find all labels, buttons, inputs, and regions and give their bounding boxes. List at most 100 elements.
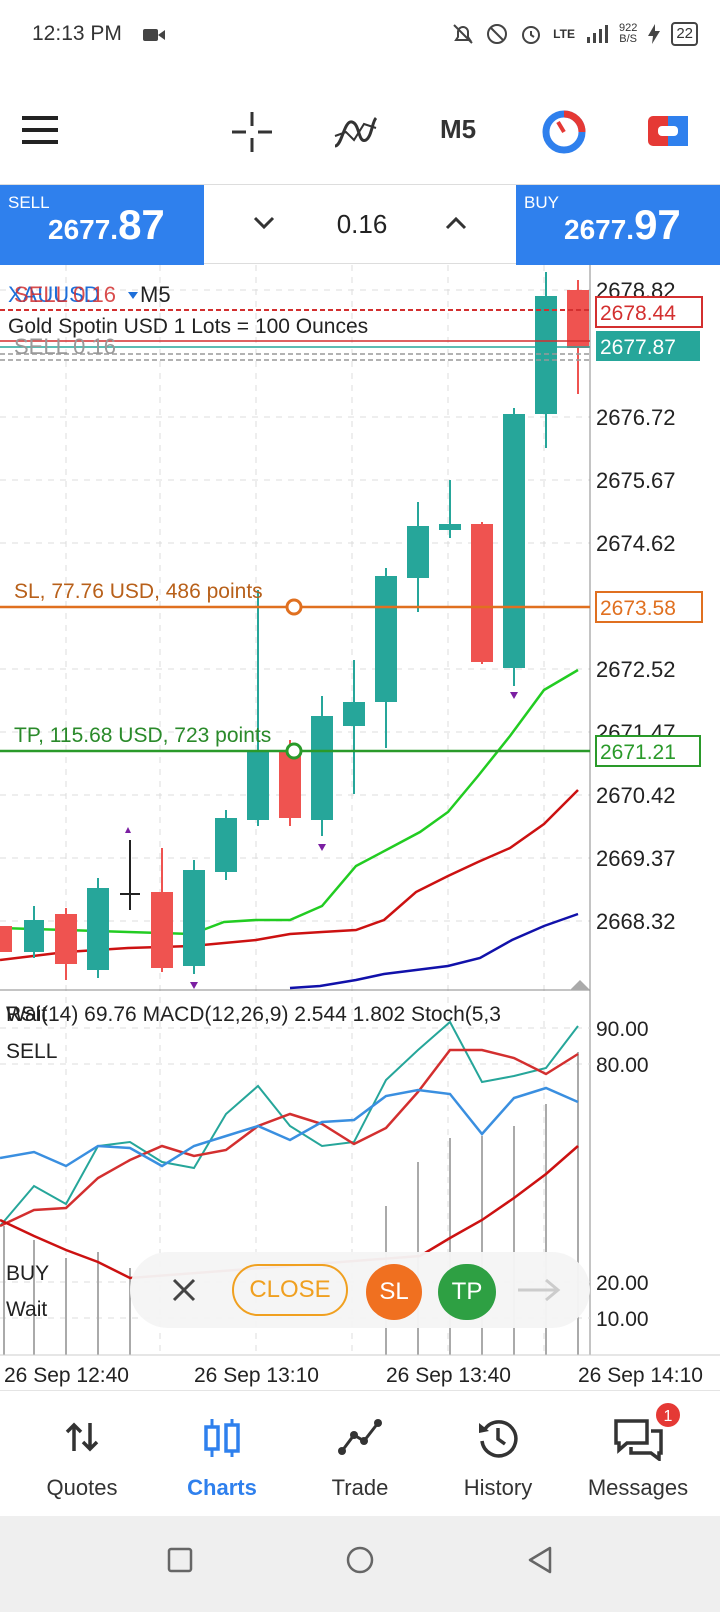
indicator-wait-signal: Wait xyxy=(6,1298,47,1321)
nav-messages-label: Messages xyxy=(587,1475,689,1500)
alarm-icon xyxy=(522,26,541,44)
charging-icon xyxy=(648,24,661,44)
candle xyxy=(471,522,493,664)
arrow-right-icon[interactable] xyxy=(516,1276,562,1304)
price-tick: 2670.42 xyxy=(596,783,676,808)
close-icon[interactable] xyxy=(170,1276,198,1304)
candle xyxy=(567,280,589,394)
trade-toggle-icon[interactable] xyxy=(646,112,690,150)
nav-quotes[interactable]: Quotes xyxy=(10,1391,154,1517)
status-icons: LTE 922 B/S 22 xyxy=(451,22,698,46)
recent-apps-icon[interactable] xyxy=(166,1546,194,1574)
nav-quotes-label: Quotes xyxy=(46,1475,118,1500)
candle xyxy=(87,878,109,978)
take-profit-label: TP, 115.68 USD, 723 points xyxy=(14,724,271,747)
symbol-name[interactable]: XAUUSD xyxy=(8,282,100,307)
tp-price-tag xyxy=(595,735,701,767)
stoch-signal-line xyxy=(0,1048,579,1228)
crosshair-icon[interactable] xyxy=(230,110,274,154)
ma-mid-line xyxy=(0,789,579,962)
indicator-level: 10.00 xyxy=(596,1308,649,1331)
lte-indicator: LTE xyxy=(553,27,575,41)
nav-trade[interactable]: Trade xyxy=(288,1391,432,1517)
price-tick: 2669.37 xyxy=(596,846,676,871)
indicator-header: RSI(14) 69.76 MACD(12,26,9) 2.544 1.802 … xyxy=(6,1003,501,1026)
fractal-markers xyxy=(125,692,518,989)
indicator-level: 20.00 xyxy=(596,1272,649,1295)
sell-button[interactable]: SELL 2677.87 xyxy=(0,185,204,265)
nav-history[interactable]: History xyxy=(426,1391,570,1517)
indicator-buy-signal: BUY xyxy=(6,1262,49,1285)
tp-price-tag-text: 2671.21 xyxy=(600,741,676,764)
back-icon[interactable] xyxy=(524,1544,556,1576)
rsi-line xyxy=(0,1086,579,1168)
tp-button[interactable]: TP xyxy=(438,1264,496,1320)
indicator-sell-signal: SELL xyxy=(6,1040,57,1063)
candle xyxy=(120,840,140,910)
candle xyxy=(247,590,269,826)
time-axis: 26 Sep 12:40 26 Sep 13:10 26 Sep 13:40 2… xyxy=(4,1364,703,1387)
buy-position-label: SELL 0.16 xyxy=(14,282,116,307)
buy-button[interactable]: BUY 2677.97 xyxy=(516,185,720,265)
lot-increase-icon[interactable] xyxy=(444,213,468,233)
nav-charts-label: Charts xyxy=(187,1475,257,1500)
sell-position-label: SELL 0.16 xyxy=(14,334,116,359)
system-navigation xyxy=(0,1516,720,1612)
nav-messages[interactable]: Messages 1 xyxy=(566,1391,710,1517)
net-speed: 922 B/S xyxy=(618,22,638,45)
nav-trade-label: Trade xyxy=(331,1475,389,1500)
price-tick: 2674.62 xyxy=(596,531,676,556)
close-position-button[interactable]: CLOSE xyxy=(232,1264,348,1316)
chart-area[interactable]: SL, 77.76 USD, 486 points TP, 115.68 USD… xyxy=(0,265,720,1390)
ask-price-tag-text: 2678.44 xyxy=(600,302,676,325)
ask-price-tag xyxy=(595,296,703,328)
home-icon[interactable] xyxy=(344,1544,376,1576)
price-tick: 2668.32 xyxy=(596,909,676,934)
lot-decrease-icon[interactable] xyxy=(252,213,276,233)
indicators-icon[interactable] xyxy=(332,110,378,154)
candle xyxy=(55,908,77,980)
charts-candles-icon xyxy=(204,1419,240,1457)
pane-resize-handle[interactable] xyxy=(570,980,590,990)
candle xyxy=(24,906,44,958)
bid-price-tag-text: 2677.87 xyxy=(600,336,676,359)
messages-chat-icon xyxy=(614,1419,663,1461)
price-tick: 2676.72 xyxy=(596,405,676,430)
quotes-arrows-icon xyxy=(65,1422,99,1452)
status-bar: 12:13 PM LTE 922 B/S 22 xyxy=(0,0,720,74)
indicator-wait-status: Wait xyxy=(6,1003,47,1026)
sell-price: 2677.87 xyxy=(48,201,165,248)
symbol-timeframe: M5 xyxy=(140,282,171,307)
indicator-scale: 90.00 80.00 20.00 10.00 xyxy=(596,1018,649,1331)
time-tick: 26 Sep 12:40 xyxy=(4,1364,129,1387)
candle xyxy=(343,660,365,794)
do-not-disturb-icon xyxy=(487,24,508,44)
candle xyxy=(0,926,12,952)
stop-loss-handle[interactable] xyxy=(285,598,303,616)
candle xyxy=(151,848,173,972)
chart-toolbar: M5 xyxy=(0,96,720,166)
one-click-trading-icon[interactable] xyxy=(542,110,586,154)
take-profit-handle[interactable] xyxy=(285,742,303,760)
candle xyxy=(503,408,525,686)
quick-trade-bar: SELL 2677.87 0.16 BUY 2677.97 xyxy=(0,184,720,265)
sl-button[interactable]: SL xyxy=(366,1264,422,1320)
sell-label: SELL xyxy=(8,193,50,212)
position-actions-bar: CLOSE SL TP xyxy=(130,1252,590,1328)
buy-price: 2677.97 xyxy=(564,201,681,248)
candle xyxy=(407,502,429,612)
signal-icon xyxy=(586,25,608,43)
menu-icon[interactable] xyxy=(20,114,60,146)
candle xyxy=(375,568,397,748)
nav-charts[interactable]: Charts xyxy=(150,1391,294,1517)
mute-notification-icon xyxy=(453,24,473,44)
time-tick: 26 Sep 13:40 xyxy=(386,1364,511,1387)
vertical-grid xyxy=(65,265,545,1355)
lot-size-input[interactable]: 0.16 xyxy=(336,209,388,239)
timeframe-button[interactable]: M5 xyxy=(440,114,477,144)
sl-price-tag xyxy=(595,591,703,623)
nav-history-label: History xyxy=(463,1475,533,1500)
symbol-dropdown-icon[interactable] xyxy=(128,292,138,299)
buy-label: BUY xyxy=(524,193,559,212)
candle xyxy=(183,860,205,974)
